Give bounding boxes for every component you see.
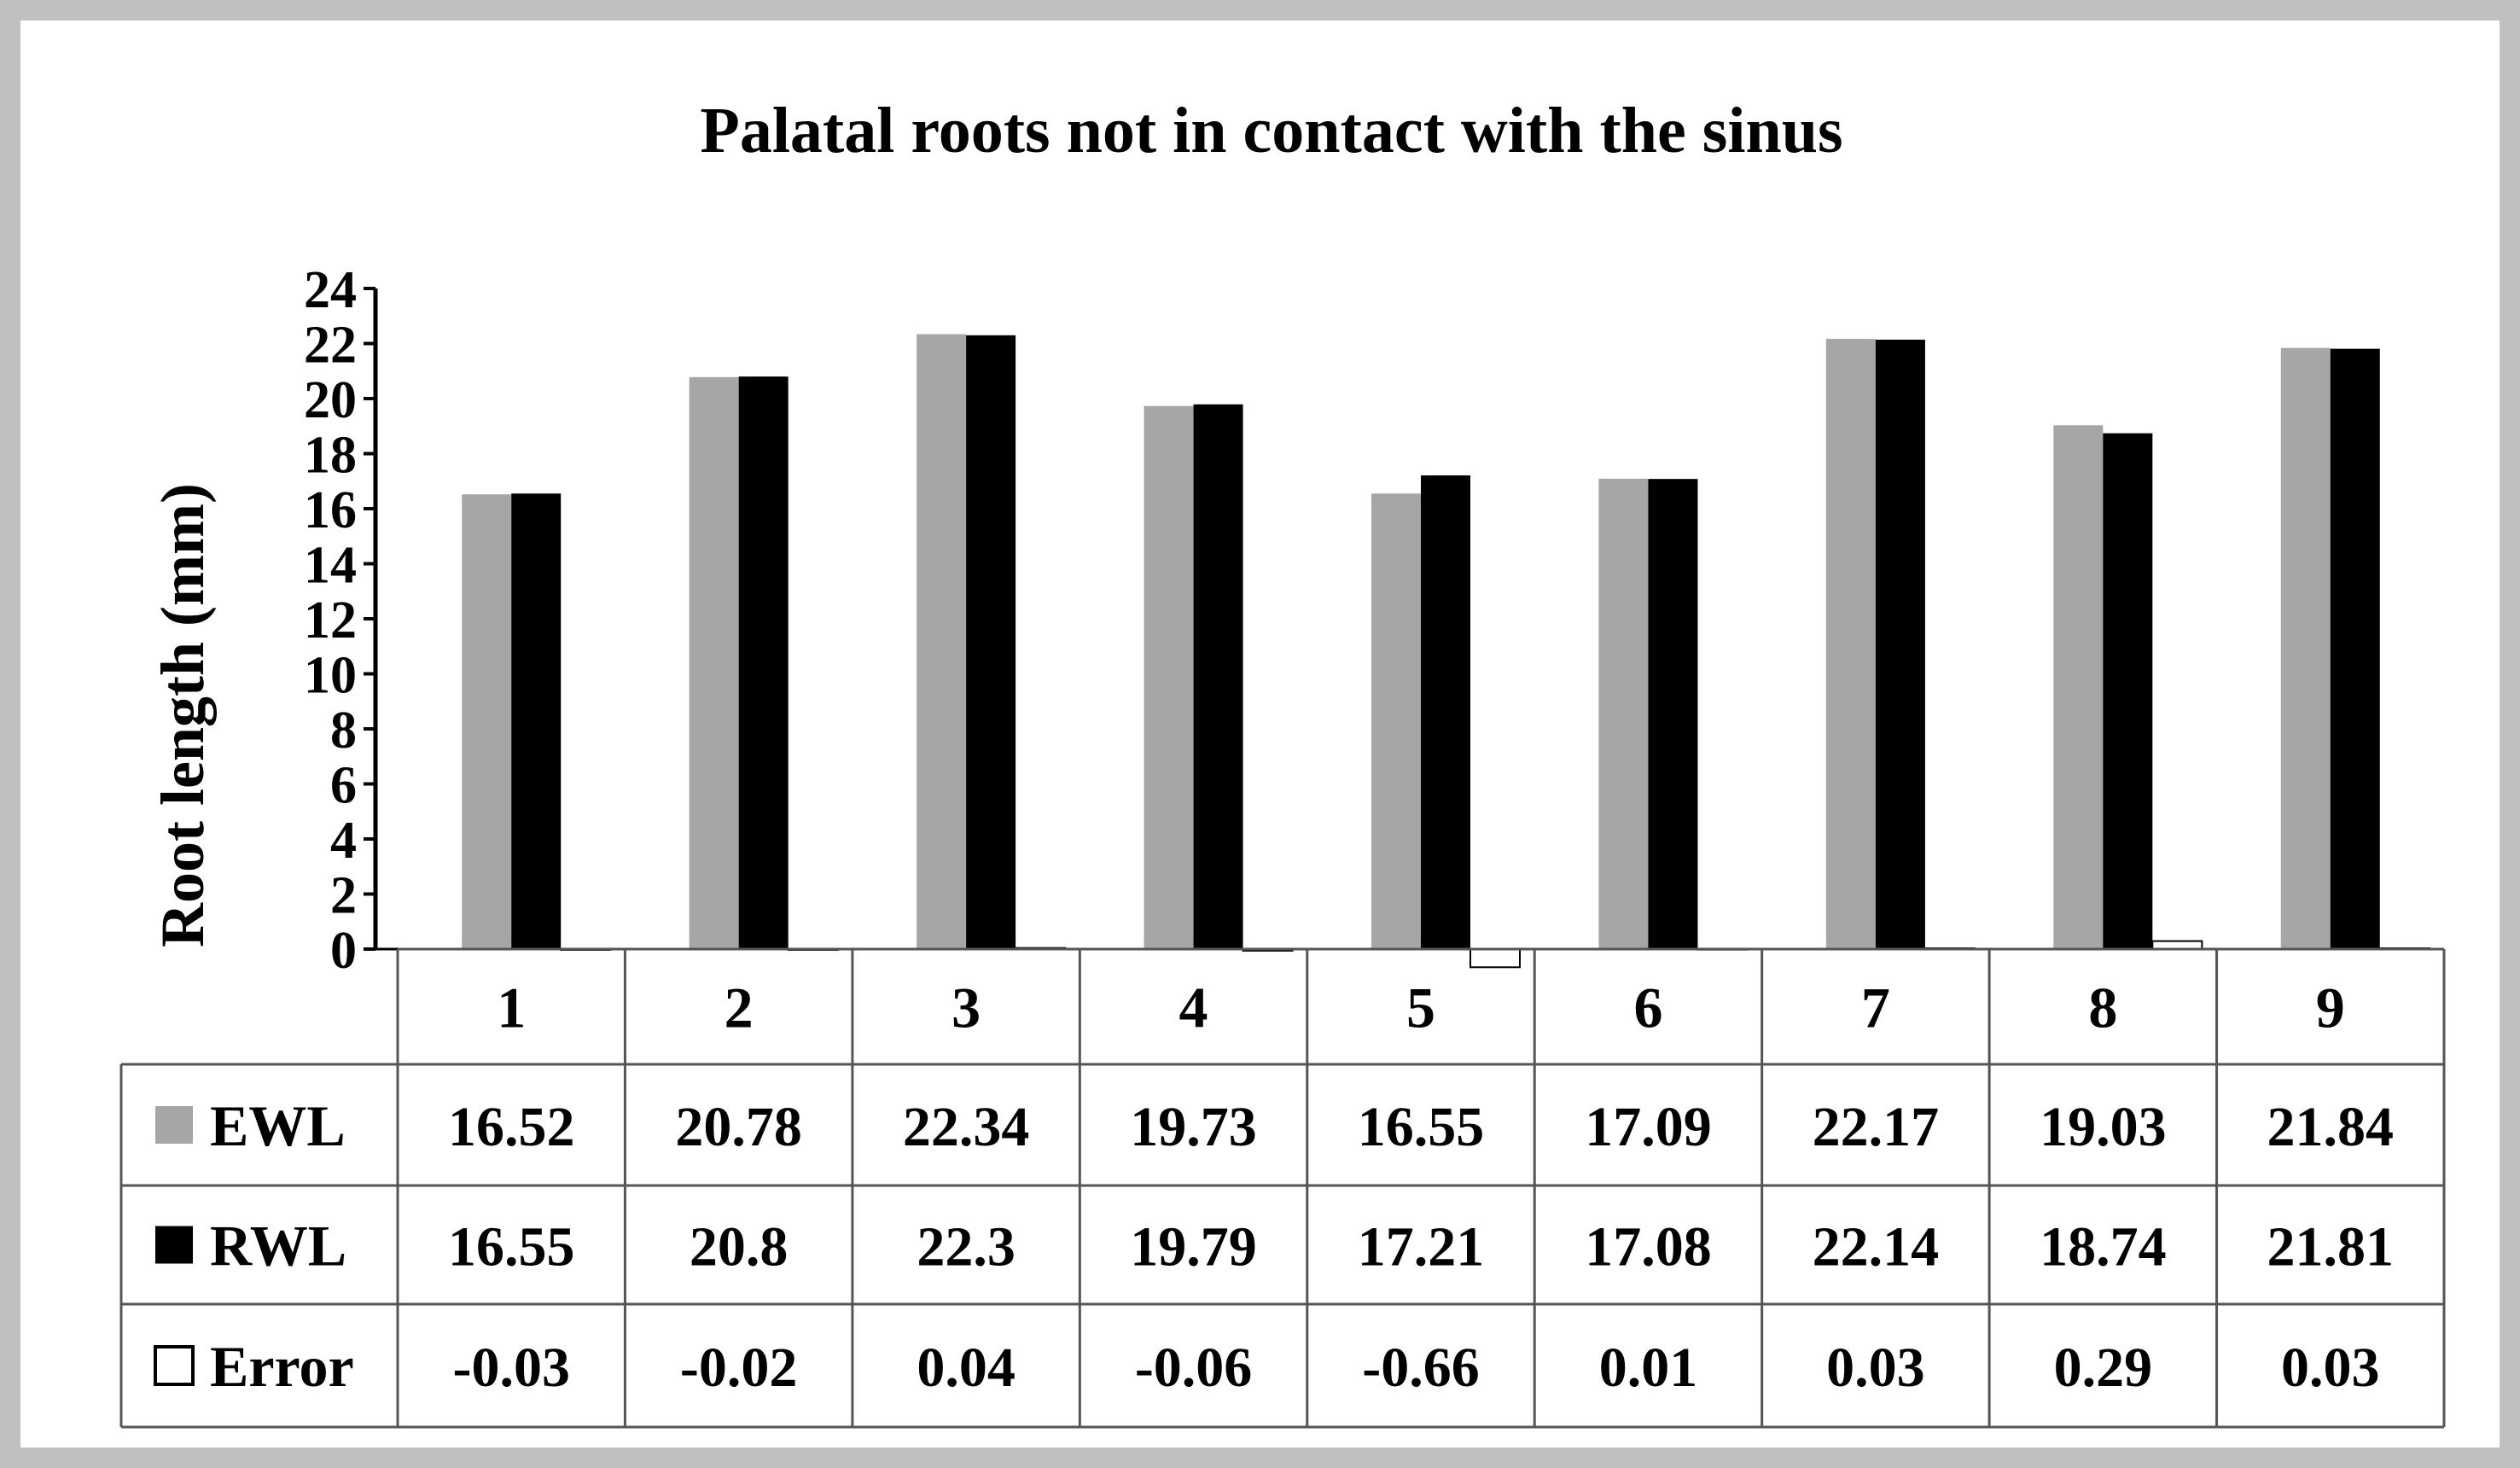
- bar-ewl-5: [1371, 493, 1421, 949]
- table-cell-error: -0.02: [680, 1337, 797, 1399]
- table-cell-ewl: 20.78: [675, 1096, 802, 1158]
- table-cell-rwl: 21.81: [2267, 1216, 2395, 1279]
- bar-ewl-9: [2280, 347, 2331, 949]
- legend-label-error: Error: [210, 1334, 354, 1399]
- table-cell-rwl: 19.79: [1130, 1216, 1257, 1279]
- bar-ewl-7: [1825, 339, 1876, 950]
- y-tick-label: 20: [304, 371, 357, 429]
- x-tick-label: 8: [2088, 976, 2117, 1040]
- bar-rwl-8: [2103, 433, 2153, 949]
- bar-rwl-7: [1875, 339, 1925, 949]
- bar-ewl-6: [1598, 478, 1649, 949]
- x-tick-label: 6: [1633, 976, 1662, 1040]
- table-cell-error: 0.03: [2281, 1337, 2380, 1399]
- y-tick-label: 22: [304, 317, 357, 375]
- bar-error-5: [1470, 948, 1521, 969]
- bar-rwl-5: [1421, 475, 1470, 949]
- table-cell-rwl: 22.3: [917, 1216, 1016, 1279]
- data-table: 1 2 3 4 5 6 7 8 9 EWL 16.52 20.78 22.34 19.73 16.55 17.…: [119, 947, 2446, 1429]
- bar-rwl-4: [1193, 404, 1243, 950]
- bar-ewl-2: [689, 376, 739, 950]
- x-tick-label: 1: [497, 976, 526, 1040]
- x-tick-label: 3: [952, 976, 981, 1040]
- table-cell-rwl: 17.08: [1585, 1216, 1712, 1279]
- bar-rwl-6: [1648, 479, 1698, 949]
- bar-rwl-9: [2330, 348, 2380, 949]
- table-cell-ewl: 16.55: [1358, 1096, 1485, 1158]
- bar-ewl-4: [1144, 405, 1194, 949]
- table-cell-rwl: 17.21: [1358, 1216, 1485, 1279]
- y-tick-label: 0: [330, 922, 357, 980]
- y-tick-label: 18: [304, 427, 357, 485]
- table-cell-ewl: 17.09: [1585, 1096, 1712, 1158]
- bars: [375, 334, 2444, 969]
- table-cell-ewl: 21.84: [2267, 1096, 2395, 1158]
- legend-key-ewl: [155, 1106, 193, 1144]
- legend-label-rwl: RWL: [210, 1214, 346, 1279]
- chart-title: Palatal roots not in contact with the si…: [700, 95, 1842, 166]
- bar-ewl-8: [2053, 425, 2104, 950]
- x-tick-label: 5: [1406, 976, 1435, 1040]
- table-cell-error: -0.03: [452, 1337, 569, 1399]
- y-tick-label: 4: [330, 812, 357, 870]
- y-tick-label: 10: [304, 647, 357, 705]
- y-tick-label: 8: [330, 702, 357, 760]
- table-cell-rwl: 20.8: [690, 1216, 789, 1279]
- legend-label-ewl: EWL: [210, 1093, 346, 1158]
- table-cell-rwl: 18.74: [2040, 1216, 2167, 1279]
- table-cell-ewl: 19.73: [1130, 1096, 1257, 1158]
- bar-ewl-1: [462, 494, 512, 949]
- table-cell-ewl: 22.17: [1813, 1096, 1940, 1158]
- table-cell-error: 0.03: [1826, 1337, 1925, 1399]
- table-cell-error: -0.66: [1362, 1337, 1479, 1399]
- table-cell-error: 0.04: [917, 1337, 1016, 1399]
- bar-rwl-3: [966, 335, 1016, 949]
- x-tick-label: 9: [2316, 976, 2345, 1040]
- y-tick-label: 24: [304, 261, 357, 319]
- table-cell-error: 0.29: [2054, 1337, 2153, 1399]
- y-axis-label: Root length (mm): [148, 483, 217, 947]
- bar-rwl-2: [738, 376, 789, 949]
- legend-key-rwl: [155, 1226, 193, 1264]
- table-cell-ewl: 19.03: [2040, 1096, 2167, 1158]
- y-tick-label: 2: [330, 867, 357, 925]
- x-tick-label: 4: [1179, 976, 1208, 1040]
- y-tick-label: 16: [304, 481, 357, 539]
- bar-rwl-1: [511, 493, 562, 949]
- table-cell-rwl: 16.55: [448, 1216, 575, 1279]
- x-tick-label: 7: [1861, 976, 1890, 1040]
- y-tick-label: 14: [304, 537, 357, 595]
- y-tick-label: 12: [304, 591, 357, 650]
- y-tick-label: 6: [330, 757, 357, 815]
- table-cell-ewl: 22.34: [903, 1096, 1030, 1158]
- table-cell-error: 0.01: [1599, 1337, 1698, 1399]
- x-tick-label: 2: [725, 976, 754, 1040]
- table-cell-ewl: 16.52: [448, 1096, 575, 1158]
- legend-key-error: [154, 1345, 195, 1386]
- table-cell-rwl: 22.14: [1813, 1216, 1940, 1279]
- bar-ewl-3: [917, 334, 967, 949]
- table-cell-error: -0.06: [1135, 1337, 1252, 1399]
